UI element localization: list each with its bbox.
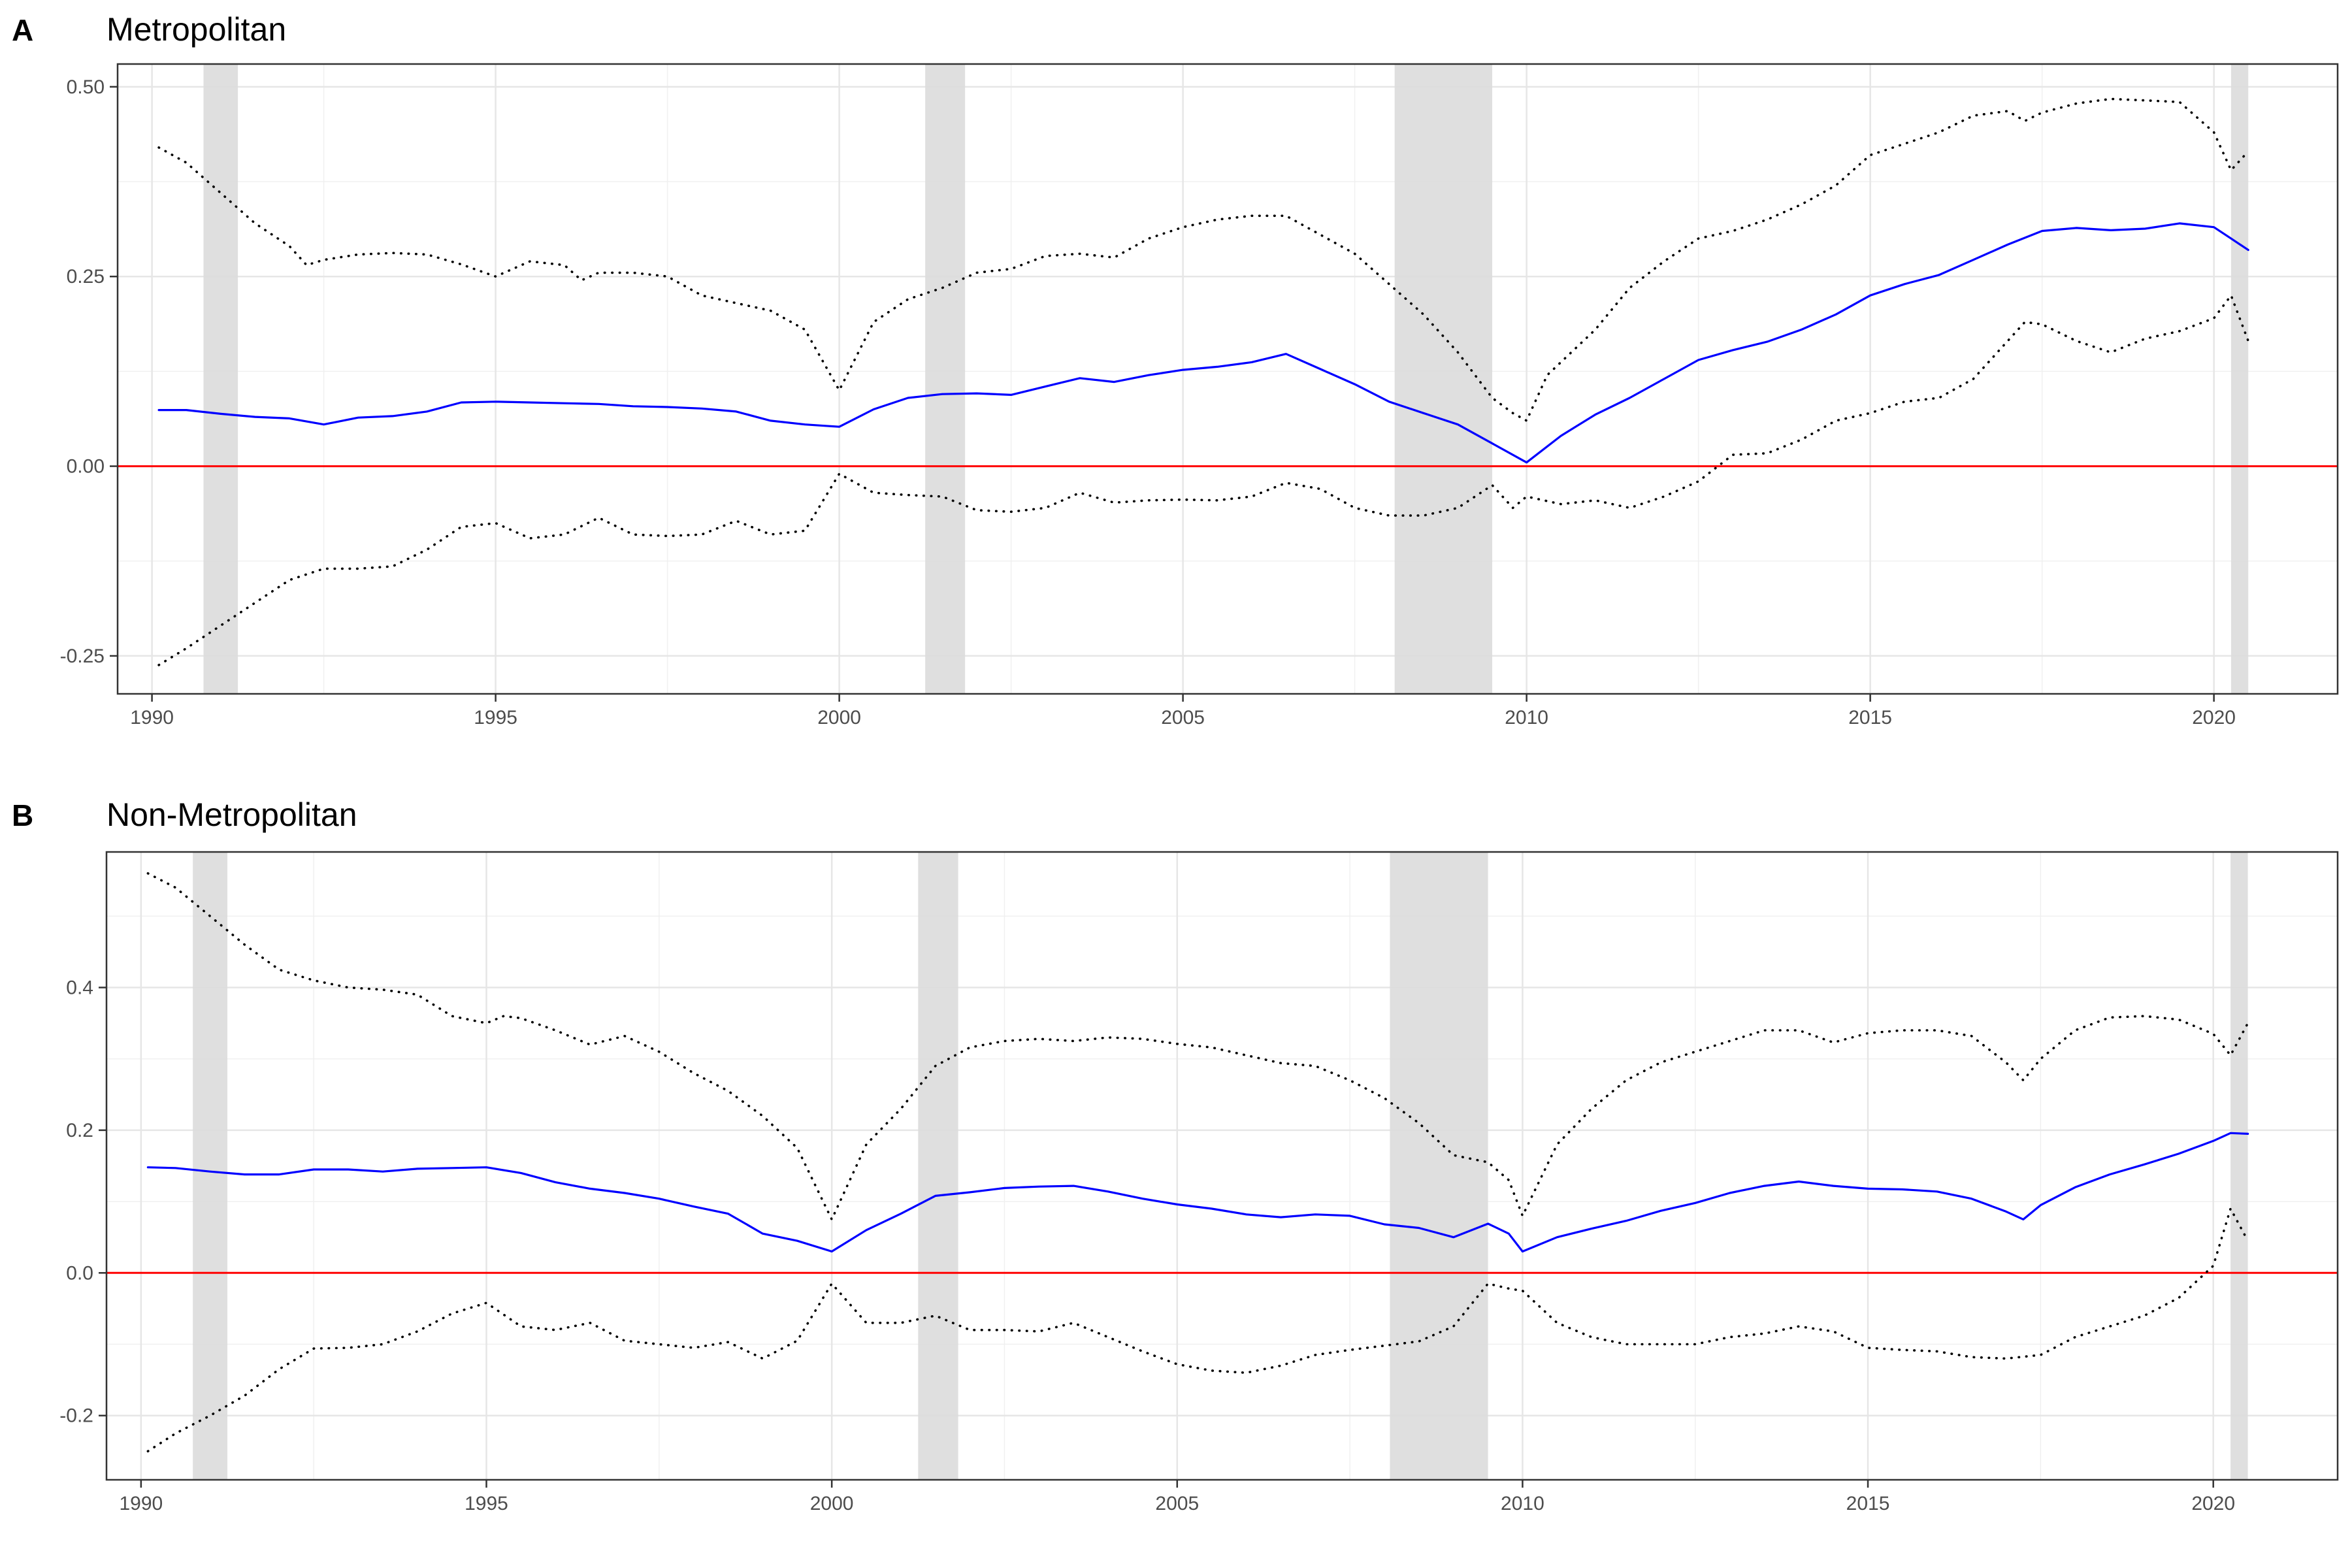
series-group [146,872,2249,1453]
x-tick-label: 2020 [2192,707,2236,728]
x-tick-label: 2005 [1161,707,1205,728]
x-tick-label: 2010 [1505,707,1548,728]
panel-label: B [12,798,33,832]
upper-bound-line [146,872,2249,1221]
shaded-period [2230,852,2248,1480]
x-tick-label: 1990 [119,1493,163,1514]
shaded-periods [203,64,2249,694]
x-tick-label: 2015 [1848,707,1892,728]
x-tick-label: 2000 [810,1493,854,1514]
y-tick-label: 0.25 [67,266,105,287]
shaded-period [1390,852,1488,1480]
shaded-period [203,64,238,694]
x-tick-label: 1990 [130,707,174,728]
shaded-period [193,852,228,1480]
lower-bound-line [146,1207,2249,1453]
panel-label: A [12,13,33,47]
y-tick-label: 0.4 [66,977,93,998]
estimate-line [157,222,2249,464]
shaded-period [2230,64,2249,694]
shaded-periods [193,852,2248,1480]
x-tick-label: 2005 [1155,1493,1199,1514]
y-tick-label: 0.0 [66,1262,93,1284]
panel-border [105,851,2339,1481]
y-tick-label: 0.50 [67,76,105,98]
y-tick-label: 0.2 [66,1120,93,1141]
plot-background [106,852,2338,1480]
series-group [157,97,2249,666]
shaded-period [925,64,966,694]
x-tick-label: 2015 [1846,1493,1890,1514]
x-tick-label: 2010 [1501,1493,1544,1514]
panel-border [116,63,2339,695]
y-tick-label: -0.2 [59,1405,93,1427]
upper-bound-line [157,97,2249,422]
y-tick-label: 0.00 [67,456,105,478]
panel-A: A Metropolitan 1990 1995 2000 2005 2010 2015 202… [12,11,2339,728]
panel-B: B Non-Metropolitan 1990 1995 2000 2005 2010 201… [12,796,2339,1514]
x-tick-label: 1995 [465,1493,508,1514]
y-tick-label: -0.25 [60,645,105,667]
plot-background [118,64,2338,694]
shaded-period [918,852,958,1480]
panel-title: Non-Metropolitan [106,796,357,833]
x-tick-label: 2020 [2191,1493,2235,1514]
panel-title: Metropolitan [106,11,286,48]
shaded-period [1394,64,1493,694]
x-tick-label: 2000 [817,707,861,728]
x-tick-label: 1995 [474,707,517,728]
estimate-line [146,1132,2249,1253]
